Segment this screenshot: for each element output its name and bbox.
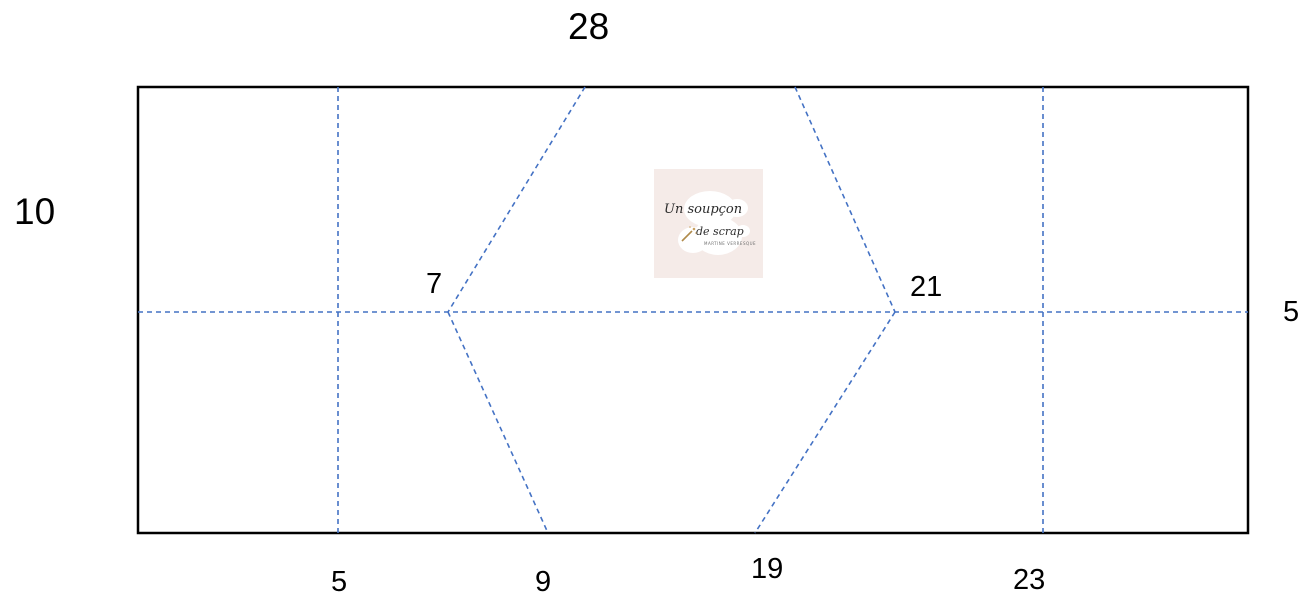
right-edge-label: 5 (1283, 296, 1300, 328)
bottom-label-19: 19 (751, 553, 784, 585)
bottom-label-23: 23 (1013, 564, 1046, 596)
logo-line-1: Un soupçon (664, 202, 743, 217)
logo-line-2: de scrap (696, 225, 744, 238)
right-apex-label: 21 (910, 271, 943, 303)
left-apex-label: 7 (426, 268, 443, 300)
bottom-label-5: 5 (331, 566, 348, 598)
diagonal-top-right (794, 86, 896, 313)
diagonal-bottom-left (447, 311, 549, 534)
diagonal-bottom-right (754, 311, 896, 534)
brand-logo: Un soupçon de scrap MARTINE VERRESQUE (654, 169, 763, 278)
outer-rectangle (136, 85, 1250, 535)
bottom-label-9: 9 (535, 566, 552, 598)
logo-line-3: MARTINE VERRESQUE (704, 241, 757, 246)
height-label: 10 (14, 191, 56, 232)
diagonal-top-left (447, 86, 586, 313)
width-label: 28 (568, 6, 610, 47)
magic-wand-icon (681, 226, 697, 242)
